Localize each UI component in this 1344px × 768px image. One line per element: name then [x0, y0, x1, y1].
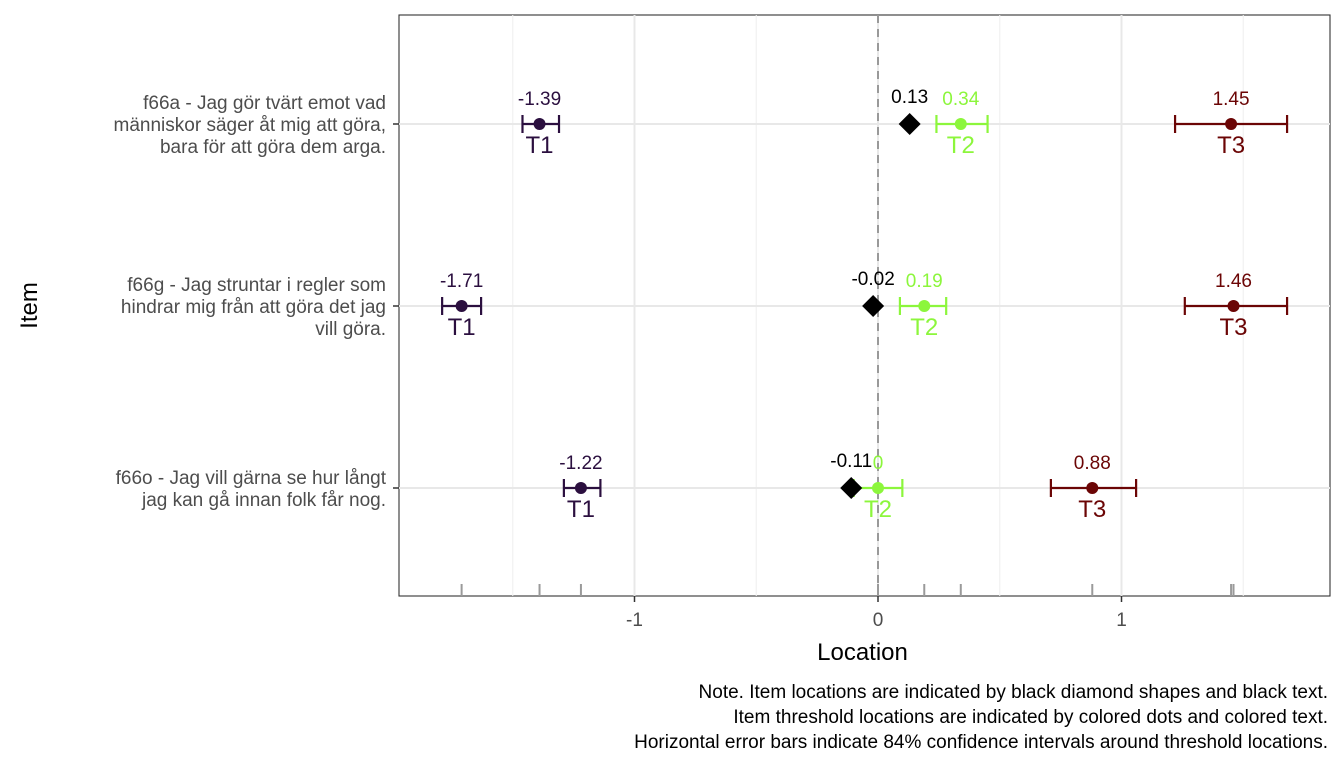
threshold-value-label: 1.46	[1215, 271, 1252, 292]
threshold-name-label: T3	[1217, 132, 1245, 159]
item-label-line: människor säger åt mig att göra,	[114, 115, 386, 136]
threshold-t3: 1.45 T3	[1173, 89, 1289, 159]
item-label-line: f66g - Jag struntar i regler som	[127, 275, 386, 296]
chart-note: Note. Item locations are indicated by bl…	[634, 682, 1328, 753]
threshold-value-label: -1.22	[559, 453, 602, 474]
threshold-point	[954, 118, 967, 130]
rug-marks	[460, 584, 1235, 596]
item-label-line: f66a - Jag gör tvärt emot vad	[143, 93, 386, 114]
threshold-name-label: T2	[910, 314, 938, 341]
threshold-t2: 0.34 T2	[935, 89, 989, 159]
x-axis: -1 0 1	[626, 596, 1127, 631]
threshold-value-label: 0.34	[942, 89, 979, 110]
item-location-diamond	[840, 477, 863, 499]
threshold-point	[574, 482, 587, 494]
note-line: Item threshold locations are indicated b…	[733, 707, 1328, 728]
item-location: -0.11	[830, 451, 872, 499]
threshold-name-label: T1	[567, 496, 595, 523]
threshold-value-label: -1.39	[518, 89, 561, 110]
threshold-point	[1225, 118, 1238, 130]
x-axis-title: Location	[817, 639, 908, 666]
note-line: Horizontal error bars indicate 84% confi…	[634, 732, 1328, 753]
y-axis-title: Item	[16, 282, 43, 329]
threshold-t1: -1.22 T1	[559, 453, 602, 523]
item-location-diamond	[898, 113, 921, 135]
note-line: Note. Item locations are indicated by bl…	[699, 682, 1328, 703]
threshold-value-label: 1.45	[1213, 89, 1250, 110]
threshold-t1: -1.39 T1	[518, 89, 561, 159]
data-marks: -1.39 T1 0.34 T2 1.45 T3 0.13 -1.71 T1 0.19 T2 1.46…	[440, 87, 1289, 523]
threshold-t2: 0.19 T2	[898, 271, 948, 341]
threshold-t3: 1.46 T3	[1183, 271, 1289, 341]
item-location: -0.02	[851, 269, 895, 317]
threshold-name-label: T2	[947, 132, 975, 159]
threshold-name-label: T1	[448, 314, 476, 341]
x-tick-label: 0	[873, 610, 884, 631]
threshold-t3: 0.88 T3	[1049, 453, 1138, 523]
threshold-value-label: 0	[873, 453, 884, 474]
threshold-point	[455, 300, 468, 312]
threshold-point	[918, 300, 931, 312]
threshold-value-label: -1.71	[440, 271, 483, 292]
item-location-label: -0.11	[830, 451, 872, 472]
item-label-line: hindrar mig från att göra det jag	[121, 297, 386, 318]
threshold-name-label: T3	[1220, 314, 1248, 341]
threshold-name-label: T3	[1078, 496, 1106, 523]
item-location-label: -0.02	[851, 269, 894, 290]
threshold-point	[1086, 482, 1099, 494]
threshold-t1: -1.71 T1	[440, 271, 483, 341]
item-label-line: jag kan gå innan folk får nog.	[141, 490, 386, 511]
threshold-value-label: 0.19	[906, 271, 943, 292]
item-label-line: bara för att göra dem arga.	[160, 137, 386, 158]
threshold-point	[872, 482, 884, 494]
x-tick-label: 1	[1116, 610, 1127, 631]
threshold-t2: 0 T2	[852, 453, 904, 523]
item-location: 0.13	[891, 87, 928, 135]
threshold-name-label: T2	[864, 496, 892, 523]
threshold-name-label: T1	[526, 132, 554, 159]
threshold-point	[533, 118, 546, 130]
x-tick-label: -1	[626, 610, 643, 631]
item-location-diamond	[862, 295, 885, 317]
threshold-value-label: 0.88	[1074, 453, 1111, 474]
item-location-label: 0.13	[891, 87, 928, 108]
threshold-point	[1227, 300, 1240, 312]
item-label-line: vill göra.	[315, 319, 386, 340]
item-label-line: f66o - Jag vill gärna se hur långt	[116, 468, 387, 489]
